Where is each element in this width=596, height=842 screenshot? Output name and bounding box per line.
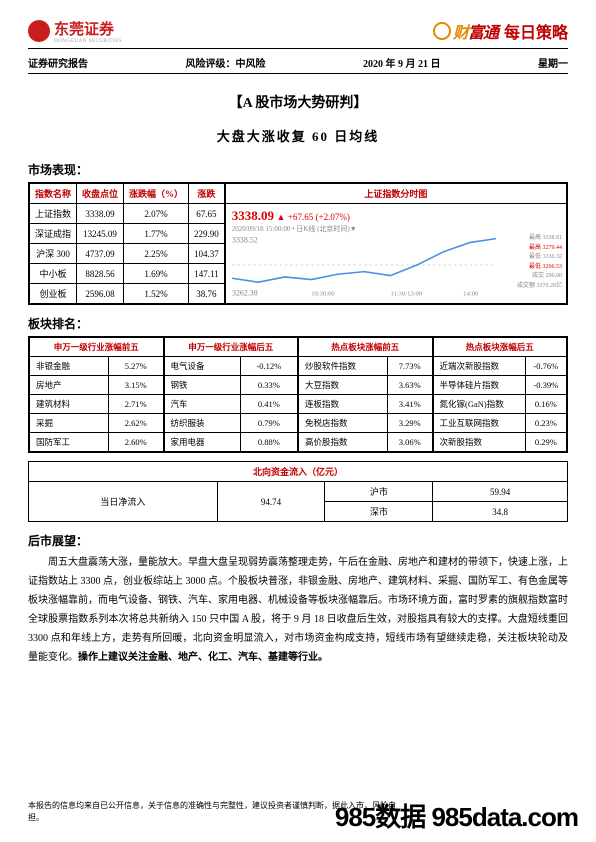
svg-text:3338.52: 3338.52 bbox=[232, 236, 258, 245]
col-close: 收盘点位 bbox=[77, 184, 124, 204]
company-name-block: 东莞证券 DONGGUAN SECURITIES bbox=[54, 18, 122, 44]
main-title: 【A 股市场大势研判】 bbox=[28, 92, 568, 112]
svg-text:3262.38: 3262.38 bbox=[232, 288, 258, 297]
north-label: 当日净流入 bbox=[29, 482, 218, 522]
sub-title: 大盘大涨收复 60 日均线 bbox=[28, 126, 568, 145]
table-row: 纺织服装0.79% bbox=[164, 414, 298, 433]
table-row: 房地产3.15% bbox=[30, 376, 164, 395]
sector-header: 热点板块涨幅后五 bbox=[433, 338, 567, 357]
report-type: 证券研究报告 bbox=[28, 55, 88, 70]
svg-text:14:00: 14:00 bbox=[463, 290, 479, 297]
shen-val: 34.8 bbox=[433, 502, 568, 522]
outlook-paragraph: 周五大盘震荡大涨，量能放大。早盘大盘呈现弱势震荡整理走势，午后在金融、房地产和建… bbox=[28, 553, 568, 667]
legend-item: 最高 3338.91 bbox=[517, 234, 562, 244]
outlook-body: 周五大盘震荡大涨，量能放大。早盘大盘呈现弱势震荡整理走势，午后在金融、房地产和建… bbox=[28, 557, 568, 663]
chart-price: 3338.09 bbox=[232, 208, 274, 223]
sector-section-title: 板块排名： bbox=[28, 315, 568, 332]
daily-strategy: 每日策略 bbox=[504, 19, 568, 43]
legend-item: 成交 296.00 bbox=[517, 272, 562, 282]
intraday-chart: 3338.52 3262.38 10:30:00 11:30/13:00 14:… bbox=[232, 232, 496, 298]
col-pct: 涨跌幅（%） bbox=[124, 184, 189, 204]
cft-icon bbox=[433, 22, 451, 40]
table-row: 中小板8828.561.69%147.11 bbox=[30, 264, 225, 284]
table-row: 钢铁0.33% bbox=[164, 376, 298, 395]
company-logo-icon bbox=[28, 20, 50, 42]
table-row: 高价股指数3.06% bbox=[299, 433, 433, 452]
legend-item: 最低 3266.53 bbox=[517, 263, 562, 273]
sector-header: 申万一级行业涨幅前五 bbox=[30, 338, 164, 357]
chart-up-icon: ▲ bbox=[277, 212, 286, 222]
col-name: 指数名称 bbox=[30, 184, 77, 204]
table-row: 电气设备-0.12% bbox=[164, 357, 298, 376]
north-header: 北向资金流入（亿元） bbox=[29, 462, 568, 482]
hu-val: 59.94 bbox=[433, 482, 568, 502]
outlook-section-title: 后市展望： bbox=[28, 532, 568, 549]
chart-price-row: 3338.09 ▲ +67.65 (+2.07%) bbox=[232, 208, 560, 224]
table-row: 当日净流入 94.74 沪市 59.94 bbox=[29, 482, 568, 502]
north-total: 94.74 bbox=[217, 482, 325, 522]
table-row: 免税店指数3.29% bbox=[299, 414, 433, 433]
company-sub: DONGGUAN SECURITIES bbox=[54, 39, 122, 44]
report-date: 2020 年 9 月 21 日 bbox=[363, 55, 441, 70]
svg-text:11:30/13:00: 11:30/13:00 bbox=[390, 290, 422, 297]
legend-item: 成交额 3370.28亿 bbox=[517, 282, 562, 292]
table-row: 深证成指13245.091.77%229.90 bbox=[30, 224, 225, 244]
table-row: 沪深 3004737.092.25%104.37 bbox=[30, 244, 225, 264]
sector-table-3: 热点板块涨幅后五 近端次新股指数-0.76% 半导体硅片指数-0.39% 氮化镓… bbox=[433, 337, 568, 452]
table-row: 上证指数3338.092.07%67.65 bbox=[30, 204, 225, 224]
svg-text:10:30:00: 10:30:00 bbox=[311, 290, 335, 297]
sector-table-2: 热点板块涨幅前五 炒股软件指数7.73% 大豆指数3.63% 连板指数3.41%… bbox=[298, 337, 433, 452]
table-row: 半导体硅片指数-0.39% bbox=[433, 376, 567, 395]
report-header: 东莞证券 DONGGUAN SECURITIES 财富通 每日策略 bbox=[28, 18, 568, 49]
market-wrap: 指数名称 收盘点位 涨跌幅（%） 涨跌 上证指数3338.092.07%67.6… bbox=[28, 182, 568, 305]
north-table: 北向资金流入（亿元） 当日净流入 94.74 沪市 59.94 深市 34.8 bbox=[28, 461, 568, 522]
table-row: 汽车0.41% bbox=[164, 395, 298, 414]
sector-table-1: 申万一级行业涨幅后五 电气设备-0.12% 钢铁0.33% 汽车0.41% 纺织… bbox=[164, 337, 299, 452]
hu-label: 沪市 bbox=[325, 482, 433, 502]
table-row: 炒股软件指数7.73% bbox=[299, 357, 433, 376]
cft-logo: 财富通 bbox=[433, 19, 498, 43]
table-row: 国防军工2.60% bbox=[30, 433, 164, 452]
col-chg: 涨跌 bbox=[189, 184, 225, 204]
chart-legend: 最高 3338.91 最高 3279.44 最低 3336.32 最低 3266… bbox=[517, 234, 562, 292]
brand-right: 财富通 每日策略 bbox=[433, 19, 568, 43]
sector-header: 申万一级行业涨幅后五 bbox=[164, 338, 298, 357]
market-table: 指数名称 收盘点位 涨跌幅（%） 涨跌 上证指数3338.092.07%67.6… bbox=[29, 183, 225, 304]
market-header-row: 指数名称 收盘点位 涨跌幅（%） 涨跌 bbox=[30, 184, 225, 204]
table-row: 氮化镓(GaN)指数0.16% bbox=[433, 395, 567, 414]
risk-label: 风险评级：中风险 bbox=[186, 55, 266, 70]
table-row: 创业板2596.081.52%38.76 bbox=[30, 284, 225, 304]
table-row: 非银金融5.27% bbox=[30, 357, 164, 376]
table-row: 近端次新股指数-0.76% bbox=[433, 357, 567, 376]
watermark: 985数据 985data.com bbox=[335, 797, 578, 834]
sector-header: 热点板块涨幅前五 bbox=[299, 338, 433, 357]
table-row: 建筑材料2.71% bbox=[30, 395, 164, 414]
outlook-bold: 操作上建议关注金融、地产、化工、汽车、基建等行业。 bbox=[78, 652, 328, 663]
chart-header: 上证指数分时图 bbox=[226, 184, 566, 204]
legend-item: 最低 3336.32 bbox=[517, 253, 562, 263]
weekday: 星期一 bbox=[538, 55, 568, 70]
table-row: 采掘2.62% bbox=[30, 414, 164, 433]
table-row: 家用电器0.88% bbox=[164, 433, 298, 452]
cft-name: 财富通 bbox=[453, 19, 498, 43]
sector-table-0: 申万一级行业涨幅前五 非银金融5.27% 房地产3.15% 建筑材料2.71% … bbox=[29, 337, 164, 452]
sector-wrap: 申万一级行业涨幅前五 非银金融5.27% 房地产3.15% 建筑材料2.71% … bbox=[28, 336, 568, 453]
shen-label: 深市 bbox=[325, 502, 433, 522]
company-name: 东莞证券 bbox=[54, 18, 122, 39]
market-section-title: 市场表现： bbox=[28, 161, 568, 178]
table-row: 大豆指数3.63% bbox=[299, 376, 433, 395]
table-row: 次新股指数0.29% bbox=[433, 433, 567, 452]
chart-change: +67.65 (+2.07%) bbox=[288, 212, 350, 222]
table-row: 连板指数3.41% bbox=[299, 395, 433, 414]
table-row: 工业互联网指数0.23% bbox=[433, 414, 567, 433]
chart-cell: 上证指数分时图 3338.09 ▲ +67.65 (+2.07%) 2020/0… bbox=[225, 183, 567, 304]
company-logo: 东莞证券 DONGGUAN SECURITIES bbox=[28, 18, 122, 44]
info-row: 证券研究报告 风险评级：中风险 2020 年 9 月 21 日 星期一 bbox=[28, 52, 568, 74]
chart-body: 3338.09 ▲ +67.65 (+2.07%) 2020/09/18 15:… bbox=[226, 204, 566, 289]
legend-item: 最高 3279.44 bbox=[517, 244, 562, 254]
